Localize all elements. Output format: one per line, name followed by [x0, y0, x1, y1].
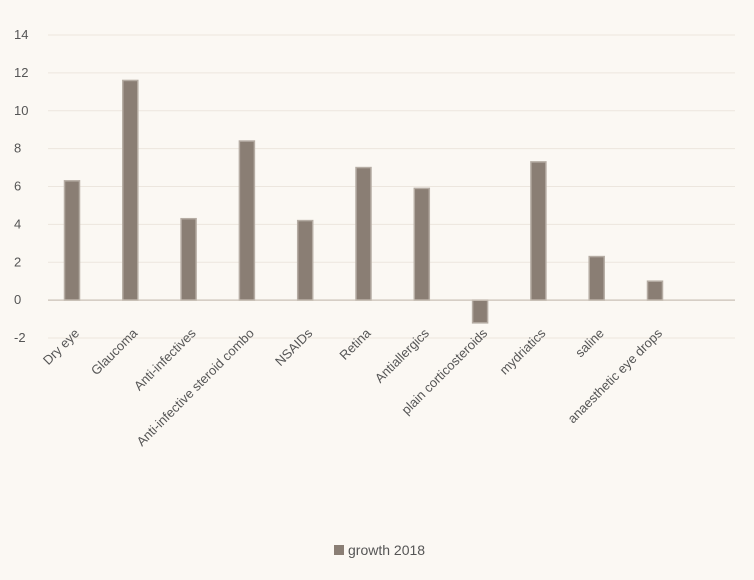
- y-tick-label: 8: [14, 141, 21, 156]
- x-axis-categories: Dry eye GlaucomaAnti-infectivesAnti-infec…: [40, 325, 666, 449]
- y-tick-label: -2: [14, 330, 26, 345]
- x-category-label: mydriatics: [497, 325, 549, 377]
- x-category-label: Retina: [336, 325, 374, 363]
- bar: [296, 219, 314, 301]
- bar: [238, 140, 256, 301]
- y-tick-label: 2: [14, 254, 21, 269]
- bar: [63, 180, 81, 301]
- gridlines: [48, 34, 735, 339]
- legend: growth 2018: [334, 542, 425, 558]
- bar: [413, 187, 431, 301]
- x-category-label: saline: [572, 326, 607, 361]
- bar: [530, 161, 547, 301]
- y-tick-label: 4: [14, 216, 21, 231]
- y-tick-label: 12: [14, 65, 28, 80]
- x-category-label: Anti-infective steroid combo: [133, 326, 257, 450]
- y-axis-ticks: -2 0 2 4 6 8 10 12 14: [14, 27, 28, 345]
- bars: [63, 79, 664, 324]
- x-category-label: Glaucoma: [88, 325, 141, 378]
- bar: [180, 217, 197, 301]
- y-tick-label: 0: [14, 292, 21, 307]
- y-tick-label: 14: [14, 27, 28, 42]
- x-category-label: anaesthetic eye drops: [565, 325, 666, 426]
- bar: [471, 299, 489, 324]
- x-category-label: Dry eye: [40, 326, 82, 368]
- legend-label: growth 2018: [348, 542, 425, 558]
- y-tick-label: 6: [14, 179, 21, 194]
- x-category-label: NSAIDs: [272, 325, 316, 369]
- bar: [588, 255, 605, 301]
- x-category-label: Antiallergics: [372, 325, 433, 386]
- bar: [355, 166, 372, 301]
- y-tick-label: 10: [14, 103, 28, 118]
- bar: [646, 280, 664, 301]
- bar: [122, 79, 139, 301]
- legend-swatch: [334, 545, 344, 555]
